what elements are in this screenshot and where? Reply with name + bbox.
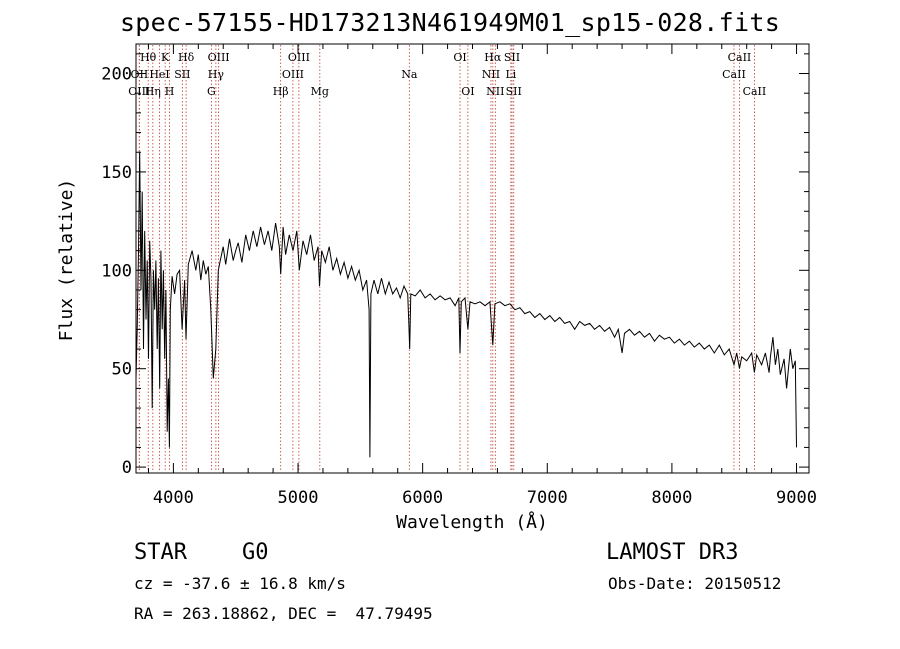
line-label-9: OIII (208, 51, 230, 64)
x-tick-label-4: 8000 (651, 488, 692, 508)
line-label-15: Mg (311, 85, 329, 98)
line-label-18: OI (461, 85, 474, 98)
line-label-4: Hη (145, 85, 161, 98)
x-tick-label-5: 9000 (776, 488, 817, 508)
spectral-lines (138, 45, 755, 472)
line-label-1: OII (131, 68, 149, 81)
survey-name: LAMOST DR3 (606, 540, 739, 565)
line-label-5: K (161, 51, 170, 64)
y-tick-label-1: 50 (112, 360, 132, 380)
plot-frame (135, 43, 810, 474)
y-tick-label-3: 150 (101, 163, 132, 183)
line-label-22: Li (505, 68, 516, 81)
x-tick-label-0: 4000 (153, 488, 194, 508)
line-label-24: SII (506, 85, 522, 98)
obs-date: Obs-Date: 20150512 (608, 574, 782, 593)
x-tick-label-1: 5000 (278, 488, 319, 508)
x-tick-label-3: 7000 (527, 488, 568, 508)
line-label-20: SII (504, 51, 520, 64)
line-label-13: OIII (288, 51, 310, 64)
line-label-17: OI (453, 51, 466, 64)
line-label-23: NII (486, 85, 504, 98)
ra-dec: RA = 263.18862, DEC = 47.79495 (134, 604, 433, 623)
line-label-3: HeI (149, 68, 169, 81)
line-label-25: CaII (728, 51, 752, 64)
line-label-19: Hα (484, 51, 502, 64)
object-class: STAR (134, 540, 187, 565)
line-label-10: Hγ (208, 68, 225, 81)
redshift-cz: cz = -37.6 ± 16.8 km/s (134, 574, 346, 593)
spectrum-line (135, 152, 797, 458)
line-label-27: CaII (743, 85, 767, 98)
line-label-21: NII (482, 68, 500, 81)
x-axis-label: Wavelength (Å) (396, 511, 548, 533)
line-label-0: Hθ (140, 51, 157, 64)
line-label-12: Hβ (273, 85, 289, 98)
y-tick-label-0: 0 (122, 458, 132, 478)
line-label-8: Hδ (178, 51, 195, 64)
line-label-7: H (165, 85, 175, 98)
object-subclass: G0 (242, 540, 269, 565)
line-label-6: SII (174, 68, 190, 81)
line-label-11: G (207, 85, 216, 98)
y-tick-label-4: 200 (101, 65, 132, 85)
line-label-14: OIII (282, 68, 304, 81)
line-label-2: OIII (128, 85, 150, 98)
line-label-16: Na (401, 68, 418, 81)
spectrum-series (135, 152, 797, 458)
line-label-26: CaII (722, 68, 746, 81)
axis-ticks: 4000 5000 6000 7000 8000 9000 0 50 100 150 200 (101, 44, 817, 508)
y-tick-label-2: 100 (101, 261, 132, 281)
chart-title: spec-57155-HD173213N461949M01_sp15-028.f… (119, 8, 781, 37)
y-axis-label: Flux (relative) (56, 179, 77, 342)
x-tick-label-2: 6000 (402, 488, 443, 508)
line-labels: Hθ OII OIII HeI Hη K SII H Hδ OIII Hγ G Hβ OIII OIII Mg… (128, 51, 766, 98)
